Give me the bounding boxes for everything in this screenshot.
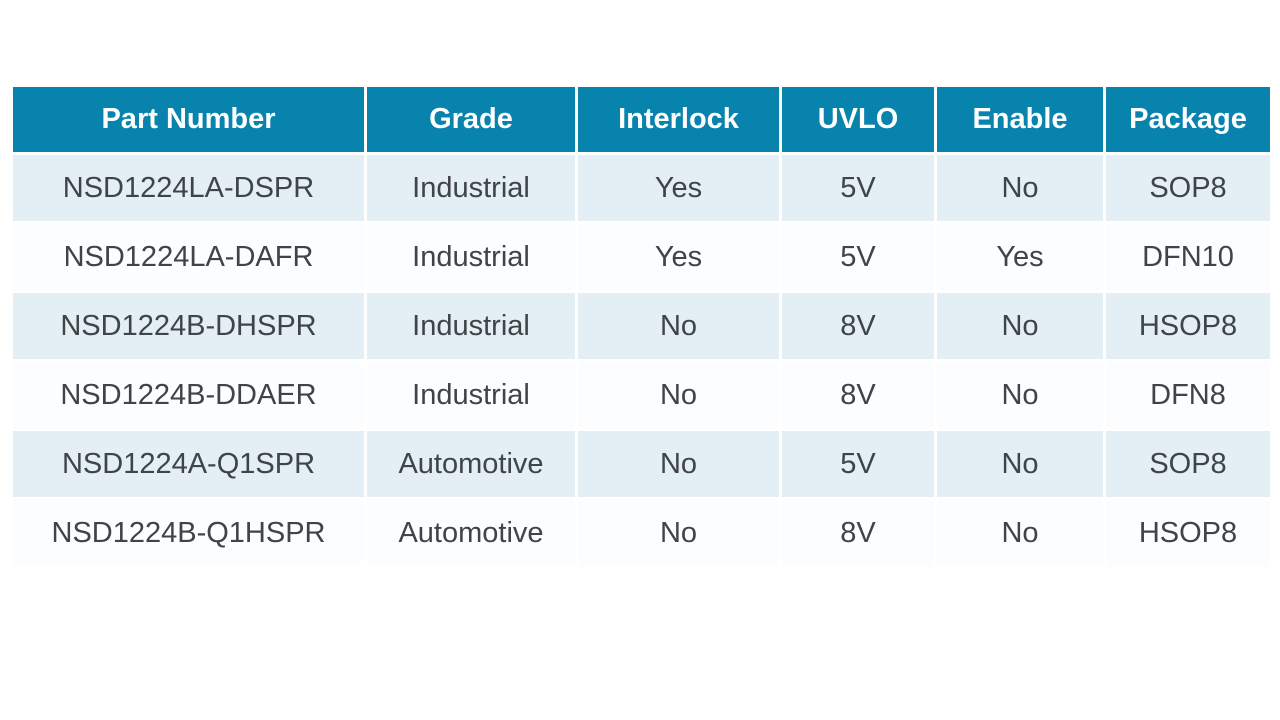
column-header-grade: Grade [364, 84, 578, 155]
cell-grade: Automotive [364, 428, 578, 500]
cell-grade: Industrial [364, 152, 578, 224]
cell-part-number: NSD1224B-Q1HSPR [10, 497, 367, 569]
cell-uvlo: 5V [779, 221, 937, 293]
cell-uvlo: 5V [779, 152, 937, 224]
cell-grade: Industrial [364, 221, 578, 293]
cell-package: SOP8 [1103, 152, 1273, 224]
cell-package: HSOP8 [1103, 290, 1273, 362]
table-row: NSD1224B-DDAER Industrial No 8V No DFN8 [10, 359, 1273, 431]
cell-interlock: No [575, 428, 782, 500]
column-header-part-number: Part Number [10, 84, 367, 155]
column-header-interlock: Interlock [575, 84, 782, 155]
cell-package: HSOP8 [1103, 497, 1273, 569]
cell-enable: No [934, 359, 1106, 431]
cell-enable: No [934, 428, 1106, 500]
cell-part-number: NSD1224B-DHSPR [10, 290, 367, 362]
cell-interlock: Yes [575, 221, 782, 293]
cell-grade: Industrial [364, 290, 578, 362]
cell-interlock: No [575, 290, 782, 362]
cell-enable: No [934, 290, 1106, 362]
cell-part-number: NSD1224LA-DAFR [10, 221, 367, 293]
cell-part-number: NSD1224A-Q1SPR [10, 428, 367, 500]
cell-uvlo: 8V [779, 497, 937, 569]
cell-interlock: No [575, 497, 782, 569]
table-row: NSD1224LA-DAFR Industrial Yes 5V Yes DFN… [10, 221, 1273, 293]
cell-interlock: Yes [575, 152, 782, 224]
column-header-uvlo: UVLO [779, 84, 937, 155]
cell-grade: Industrial [364, 359, 578, 431]
table-row: NSD1224B-Q1HSPR Automotive No 8V No HSOP… [10, 497, 1273, 569]
cell-interlock: No [575, 359, 782, 431]
cell-uvlo: 8V [779, 290, 937, 362]
cell-enable: No [934, 152, 1106, 224]
cell-uvlo: 5V [779, 428, 937, 500]
cell-enable: No [934, 497, 1106, 569]
cell-package: DFN10 [1103, 221, 1273, 293]
cell-part-number: NSD1224LA-DSPR [10, 152, 367, 224]
table-row: NSD1224LA-DSPR Industrial Yes 5V No SOP8 [10, 152, 1273, 224]
table-row: NSD1224A-Q1SPR Automotive No 5V No SOP8 [10, 428, 1273, 500]
cell-package: SOP8 [1103, 428, 1273, 500]
cell-package: DFN8 [1103, 359, 1273, 431]
column-header-enable: Enable [934, 84, 1106, 155]
table-row: NSD1224B-DHSPR Industrial No 8V No HSOP8 [10, 290, 1273, 362]
cell-enable: Yes [934, 221, 1106, 293]
table-header-row: Part Number Grade Interlock UVLO Enable … [10, 84, 1273, 155]
cell-grade: Automotive [364, 497, 578, 569]
part-selection-table: Part Number Grade Interlock UVLO Enable … [10, 84, 1273, 569]
cell-uvlo: 8V [779, 359, 937, 431]
column-header-package: Package [1103, 84, 1273, 155]
cell-part-number: NSD1224B-DDAER [10, 359, 367, 431]
